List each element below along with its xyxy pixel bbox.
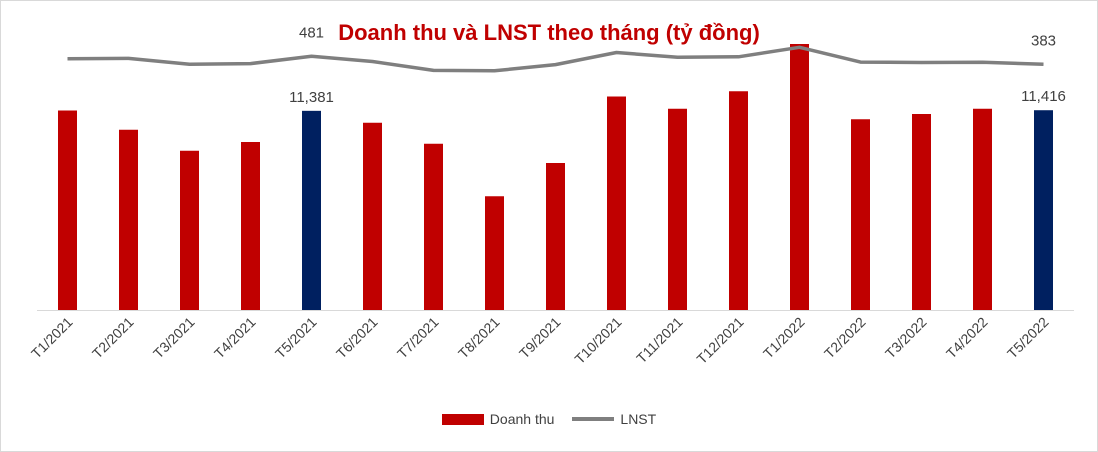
bar-T8/2021 — [485, 196, 504, 310]
bar-T5/2022 — [1034, 110, 1053, 310]
chart-title: Doanh thu và LNST theo tháng (tỷ đồng) — [338, 20, 760, 45]
bar-data-label-T5/2021: 11,381 — [289, 89, 334, 106]
x-tick-label: T1/2022 — [760, 314, 808, 362]
bar-T3/2022 — [912, 114, 931, 310]
x-tick-label: T5/2022 — [1004, 314, 1052, 362]
x-tick-label: T5/2021 — [272, 314, 320, 362]
bar-T6/2021 — [363, 122, 382, 310]
x-tick-label: T2/2021 — [89, 314, 137, 362]
bar-T9/2021 — [546, 163, 565, 310]
bar-T10/2021 — [607, 96, 626, 310]
x-tick-label: T12/2021 — [693, 314, 746, 367]
x-tick-label: T6/2021 — [333, 314, 381, 362]
x-tick-label: T10/2021 — [571, 314, 624, 367]
bar-T4/2022 — [973, 108, 992, 310]
x-tick-label: T8/2021 — [455, 314, 503, 362]
x-tick-label: T7/2021 — [394, 314, 442, 362]
bar-T2/2021 — [119, 129, 138, 310]
line-LNST — [67, 45, 1044, 73]
bar-T11/2021 — [668, 108, 687, 310]
legend-label-revenue: Doanh thu — [489, 411, 555, 427]
x-tick-label: T9/2021 — [516, 314, 564, 362]
bar-T7/2021 — [424, 143, 443, 310]
bar-T4/2021 — [241, 142, 260, 310]
legend-item-profit: LNST — [572, 411, 656, 427]
bar-T12/2021 — [729, 91, 748, 310]
legend-label-profit: LNST — [620, 411, 657, 427]
x-tick-label: T3/2021 — [150, 314, 198, 362]
legend-item-revenue: Doanh thu — [441, 411, 555, 427]
x-tick-label: T1/2021 — [28, 314, 76, 362]
bar-T5/2021 — [302, 110, 321, 311]
bar-T1/2021 — [58, 110, 77, 310]
bar-T1/2022 — [790, 44, 809, 310]
line-data-label-T5/2021: 481 — [299, 24, 324, 41]
x-tick-label: T11/2021 — [633, 314, 686, 367]
x-tick-label: T4/2021 — [211, 314, 259, 362]
line-data-label-T5/2022: 383 — [1031, 32, 1056, 49]
bar-T3/2021 — [180, 150, 199, 310]
x-tick-label: T2/2022 — [821, 314, 869, 362]
x-tick-label: T4/2022 — [943, 314, 991, 362]
legend-swatch-profit — [572, 417, 615, 421]
bar-data-label-T5/2022: 11,416 — [1021, 88, 1066, 105]
bar-T2/2022 — [851, 119, 870, 310]
legend-swatch-revenue — [441, 413, 484, 425]
legend: Doanh thu LNST — [0, 411, 1098, 427]
x-tick-label: T3/2022 — [882, 314, 930, 362]
